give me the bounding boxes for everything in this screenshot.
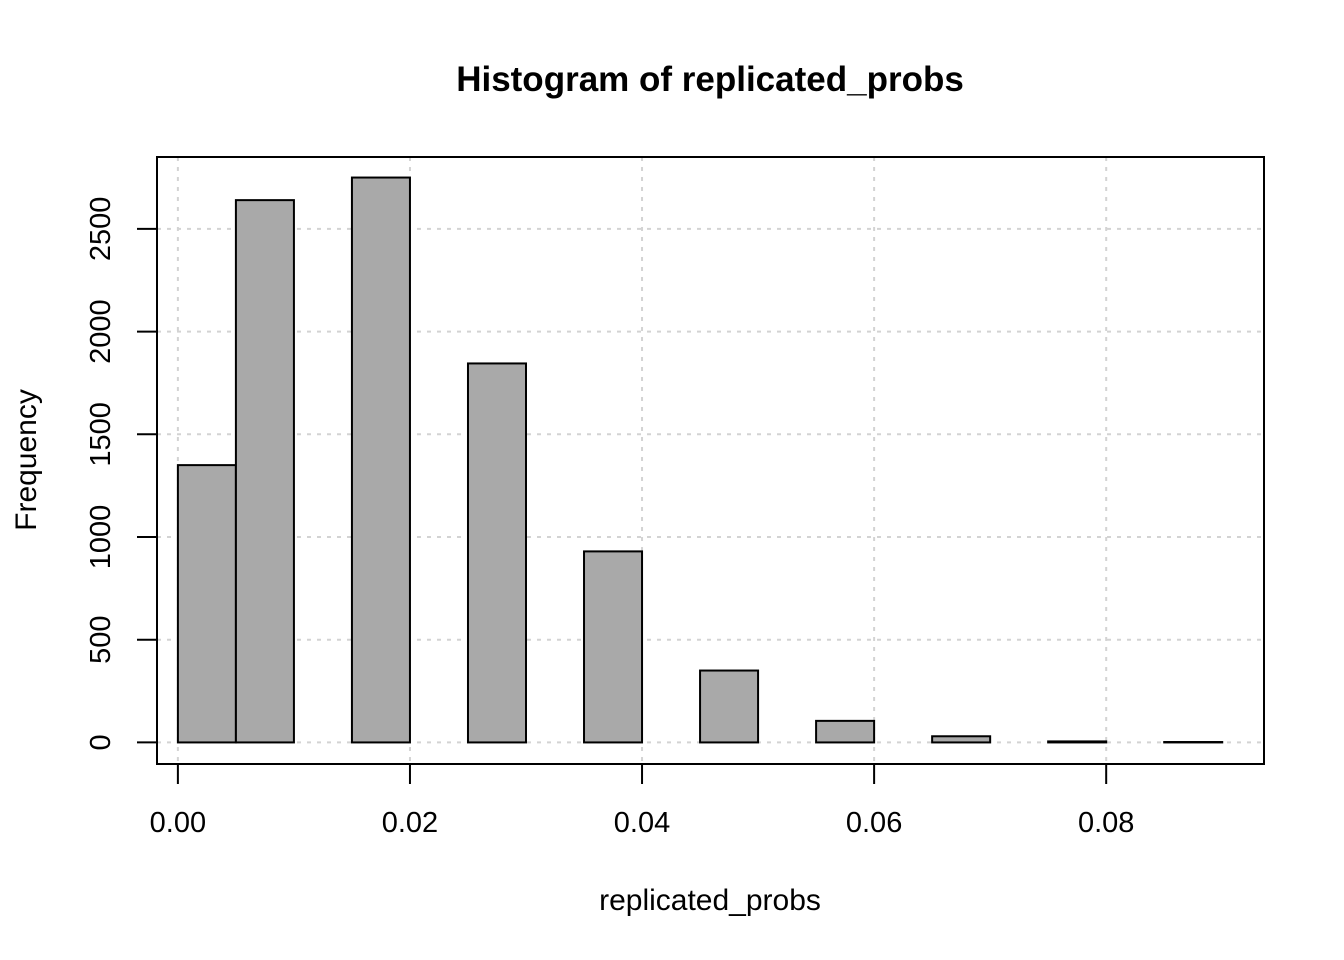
y-tick-label-1: 500 bbox=[85, 616, 117, 664]
histogram-bar-0 bbox=[176, 464, 237, 744]
x-tick-label-0: 0.00 bbox=[150, 807, 206, 839]
histogram-bar-1 bbox=[234, 199, 295, 744]
x-tick-label-2: 0.04 bbox=[614, 807, 670, 839]
bars bbox=[176, 176, 1224, 744]
y-axis-label: Frequency bbox=[10, 389, 43, 531]
x-tick-label-1: 0.02 bbox=[382, 807, 438, 839]
histogram-bar-3 bbox=[350, 176, 411, 744]
y-tick-label-4: 2000 bbox=[85, 299, 117, 364]
y-axis: 0 500 1000 1500 2000 2500 bbox=[85, 197, 158, 751]
histogram-bar-7 bbox=[583, 550, 644, 744]
y-tick-label-0: 0 bbox=[85, 734, 117, 750]
histogram-bar-13 bbox=[931, 735, 992, 744]
histogram-bar-15 bbox=[1047, 740, 1108, 744]
x-tick-label-3: 0.06 bbox=[846, 807, 902, 839]
histogram-bar-11 bbox=[815, 719, 876, 744]
y-tick-label-5: 2500 bbox=[85, 197, 117, 262]
x-axis: 0.00 0.02 0.04 0.06 0.08 bbox=[150, 763, 1134, 839]
histogram-bar-9 bbox=[699, 669, 760, 744]
x-tick-label-4: 0.08 bbox=[1078, 807, 1134, 839]
histogram-bar-5 bbox=[466, 362, 528, 744]
chart-title: Histogram of replicated_probs bbox=[456, 60, 964, 99]
y-tick-label-2: 1000 bbox=[85, 505, 117, 570]
x-axis-label: replicated_probs bbox=[599, 884, 821, 917]
y-tick-label-3: 1500 bbox=[85, 402, 117, 467]
